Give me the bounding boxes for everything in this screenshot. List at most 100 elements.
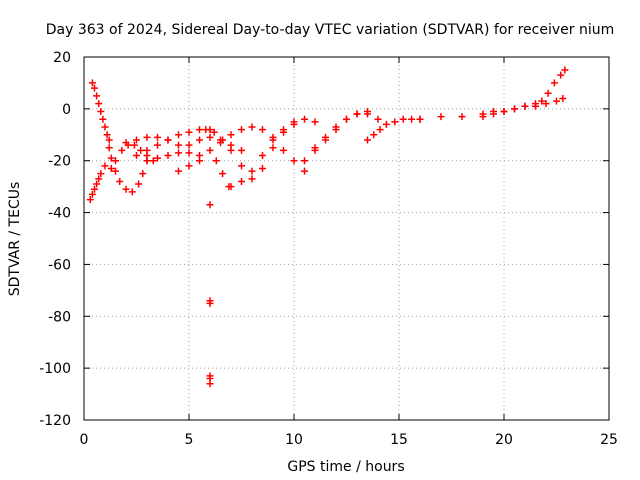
y-tick-label: -20 <box>48 154 71 170</box>
chart-title: Day 363 of 2024, Sidereal Day-to-day VTE… <box>46 22 615 38</box>
series-arc-6 <box>133 126 214 160</box>
data-point <box>164 152 172 160</box>
data-point <box>376 126 384 134</box>
data-point <box>97 107 105 115</box>
data-point <box>259 164 266 172</box>
data-point <box>206 299 214 307</box>
data-point <box>164 136 172 144</box>
data-point <box>479 113 487 121</box>
series-arc-1 <box>88 79 113 144</box>
y-axis-label: SDTVAR / TECUs <box>7 182 23 297</box>
y-tick-label: -40 <box>48 206 71 222</box>
data-point <box>269 136 277 144</box>
data-point <box>500 107 508 115</box>
data-point <box>280 146 287 154</box>
data-point <box>301 115 308 123</box>
data-point <box>290 118 298 126</box>
data-point <box>107 154 115 162</box>
series-arc-7 <box>143 133 245 165</box>
data-point <box>128 188 136 196</box>
data-point <box>437 113 445 121</box>
data-point <box>290 157 298 165</box>
data-point <box>238 162 245 170</box>
data-point <box>542 100 550 108</box>
data-point <box>122 139 130 147</box>
data-point <box>196 126 203 134</box>
data-point <box>458 113 466 121</box>
data-point <box>206 201 214 209</box>
x-tick-label: 0 <box>80 432 89 448</box>
axis-ticks: 0 5 10 15 20 25 -120 -100 -80 -60 -40 -20 0 20 <box>39 50 618 448</box>
data-point <box>248 175 256 183</box>
data-point <box>91 84 98 92</box>
data-point <box>185 141 193 149</box>
data-point <box>86 196 94 204</box>
data-point <box>370 131 378 139</box>
data-point <box>101 123 109 131</box>
data-point <box>490 110 497 118</box>
data-point <box>93 180 101 188</box>
data-point <box>248 167 256 175</box>
x-tick-label: 20 <box>495 432 513 448</box>
data-point <box>212 157 220 165</box>
data-point <box>206 146 214 154</box>
data-point <box>391 118 399 126</box>
data-point <box>538 97 546 105</box>
data-point <box>238 126 245 134</box>
data-point <box>139 170 147 178</box>
data-point <box>561 66 569 74</box>
series-arc-17 <box>532 66 569 110</box>
data-point <box>118 146 126 154</box>
data-point <box>559 94 567 102</box>
data-point <box>301 167 308 175</box>
data-point <box>280 126 287 134</box>
series-arc-11 <box>227 115 319 191</box>
x-tick-label: 25 <box>600 432 618 448</box>
data-point <box>259 152 266 160</box>
data-point <box>521 102 529 110</box>
data-point <box>143 146 151 154</box>
series-arc-16 <box>479 94 567 121</box>
data-point <box>248 123 256 131</box>
x-axis-label: GPS time / hours <box>287 459 404 475</box>
data-point <box>544 89 552 97</box>
data-point <box>311 144 319 152</box>
data-point <box>175 141 182 149</box>
data-point <box>143 133 151 141</box>
data-point <box>137 146 145 154</box>
data-point <box>154 154 161 162</box>
data-point <box>219 170 227 178</box>
data-point <box>301 157 308 165</box>
data-point <box>382 120 390 128</box>
data-point <box>185 128 193 136</box>
data-point <box>95 100 103 108</box>
data-point <box>238 146 245 154</box>
data-point <box>269 144 277 152</box>
series-arc-2 <box>86 162 109 204</box>
data-point <box>311 118 319 126</box>
x-tick-label: 15 <box>390 432 408 448</box>
series-arc-14 <box>364 115 424 144</box>
data-points <box>86 66 569 388</box>
data-point <box>206 380 214 388</box>
plot-frame <box>83 56 610 421</box>
data-point <box>210 128 218 136</box>
data-point <box>116 177 124 185</box>
data-point <box>91 185 98 193</box>
y-tick-label: 0 <box>62 102 71 118</box>
data-point <box>112 167 119 175</box>
y-tick-label: -100 <box>39 361 71 377</box>
data-point <box>374 115 382 123</box>
data-point <box>332 123 340 131</box>
grid <box>84 57 609 420</box>
data-point <box>95 175 103 183</box>
series-arc-4 <box>107 141 157 172</box>
data-point <box>511 105 518 113</box>
series-arc-5 <box>122 133 203 165</box>
data-point <box>88 79 96 87</box>
x-tick-label: 5 <box>185 432 194 448</box>
data-point <box>175 149 182 157</box>
data-point <box>553 97 560 105</box>
data-point <box>364 107 371 115</box>
data-point <box>175 131 182 139</box>
